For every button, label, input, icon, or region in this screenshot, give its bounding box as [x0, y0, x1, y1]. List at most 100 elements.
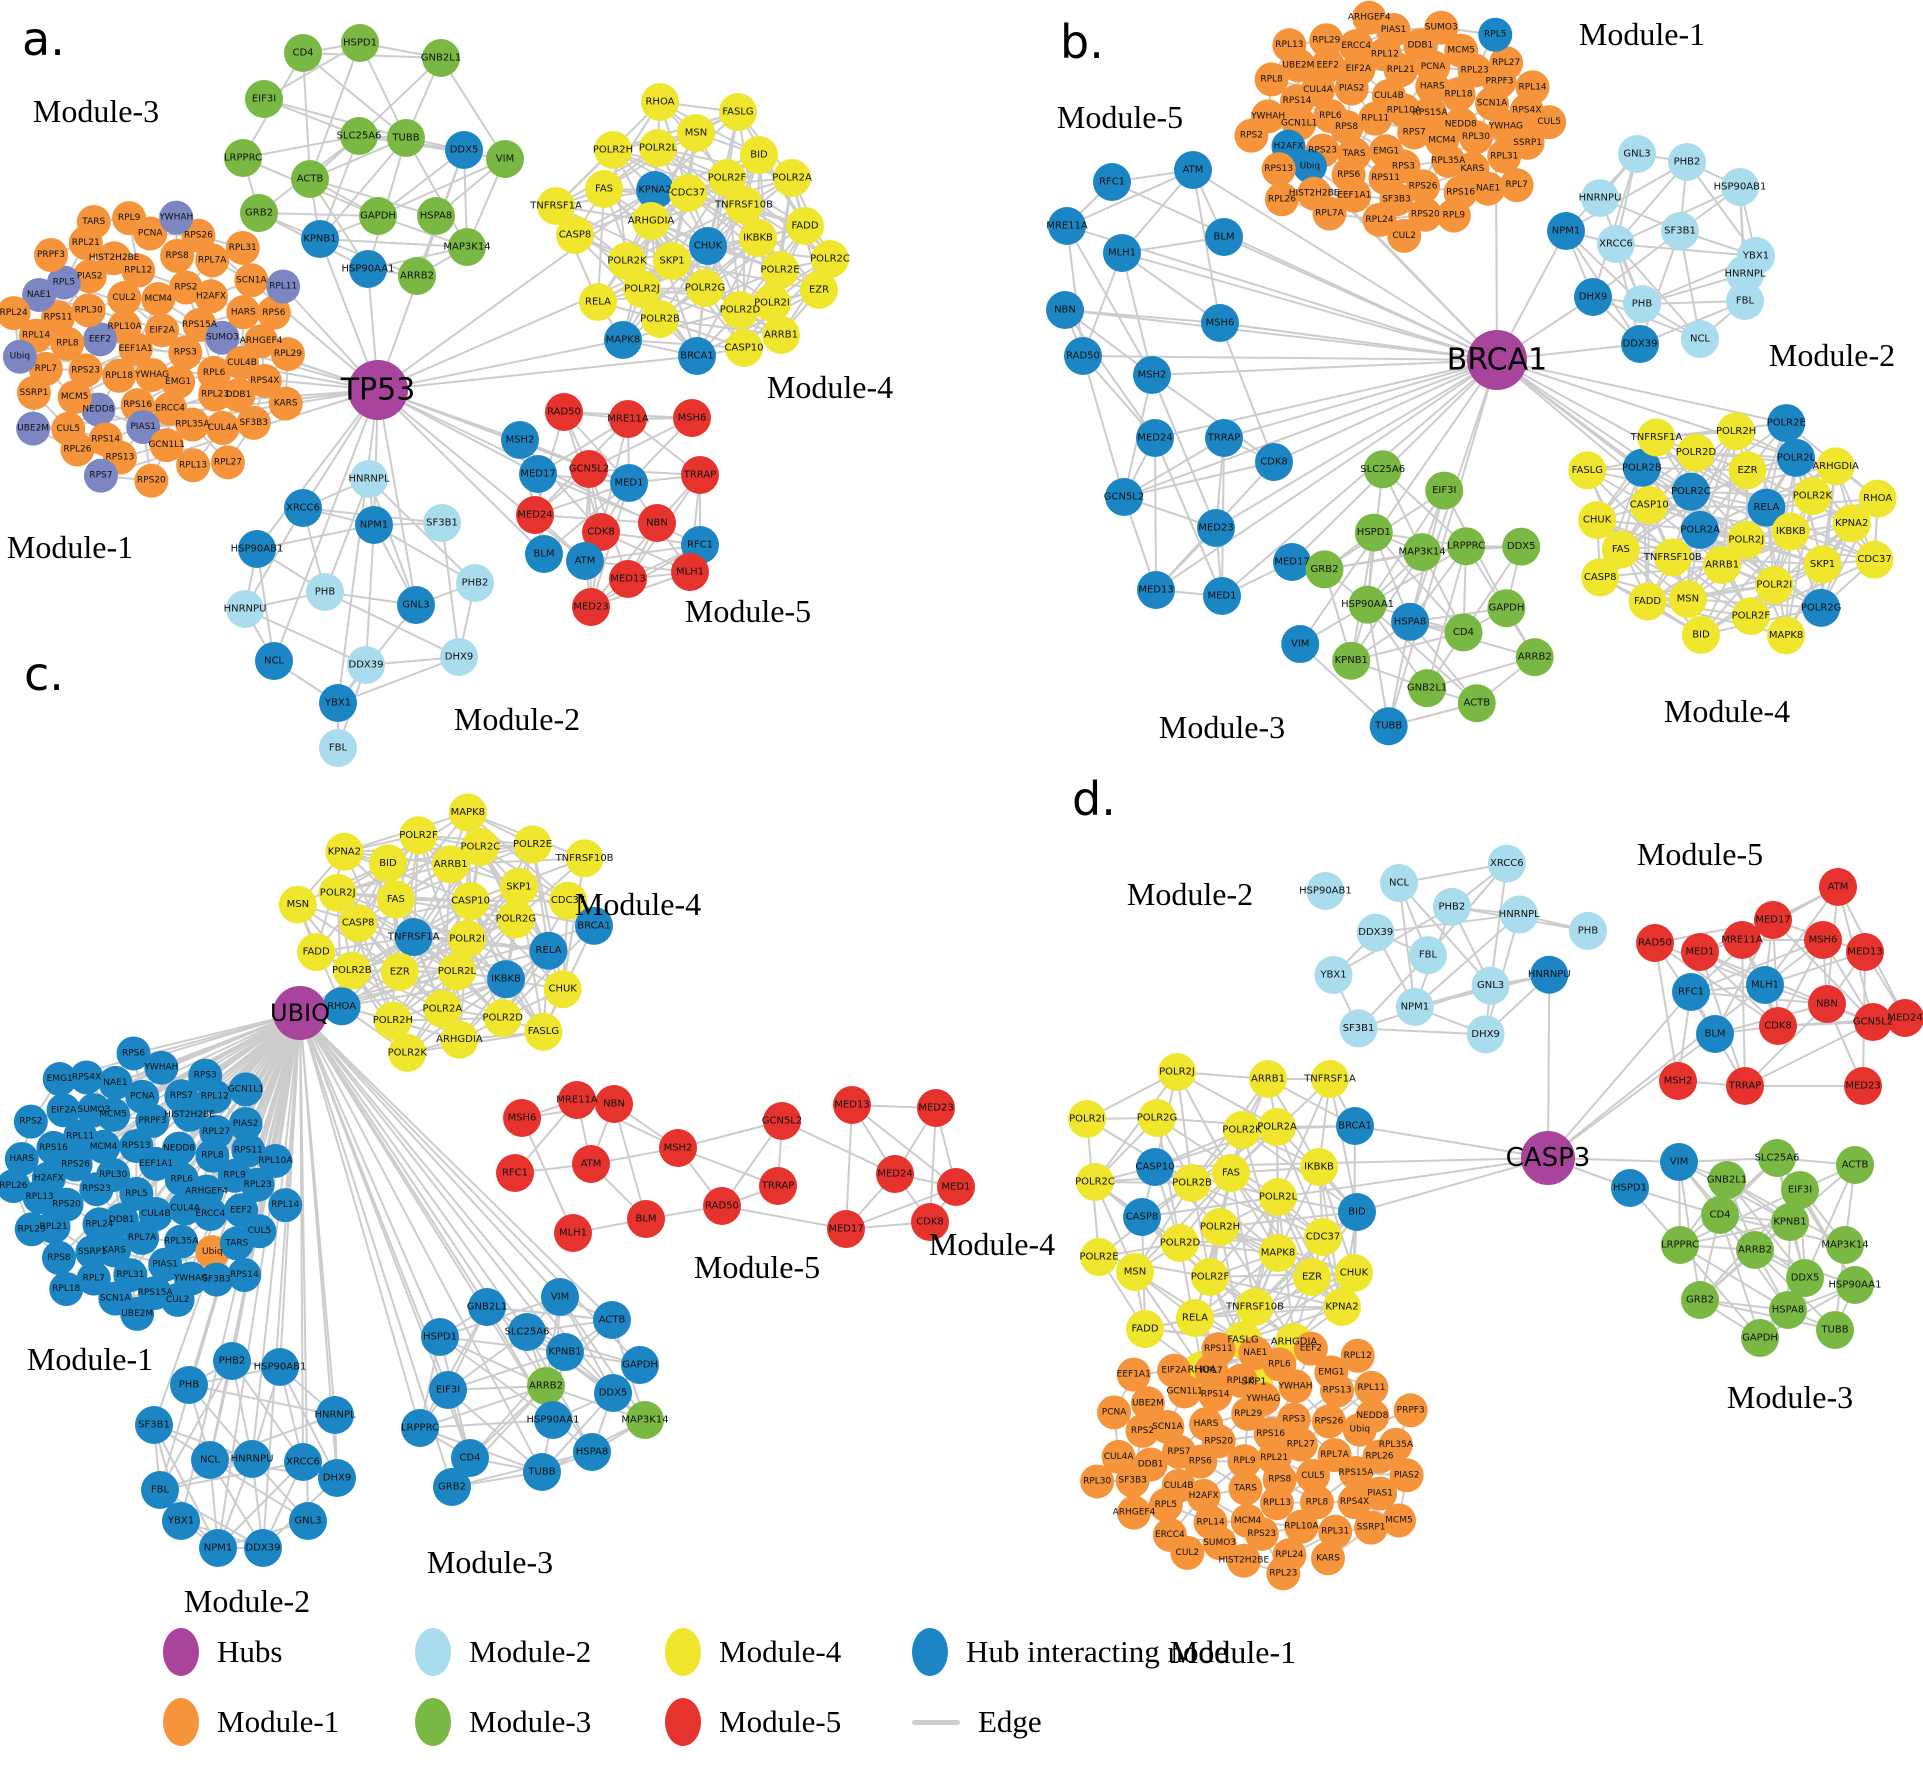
node-CDK8 [911, 1203, 949, 1241]
layer-mlabels: Module-1 Module-3 Module-4 Module-2 Module-5… [7, 12, 1895, 1670]
node-SF3B1 [1339, 1009, 1378, 1048]
node-POLR2L [1259, 1178, 1297, 1216]
node-label: CDK8 [587, 527, 615, 538]
node-MSH6 [673, 399, 711, 437]
node-CUL4B [1371, 78, 1406, 113]
node-POLR2B [332, 951, 371, 990]
node-POLR2E [1767, 404, 1806, 443]
hub-edge [100, 389, 379, 477]
node-POLR2D [1161, 1224, 1199, 1262]
node-TRRAP [1205, 419, 1243, 457]
node-SLC25A6 [1363, 450, 1402, 489]
node-ARRB2 [1515, 638, 1554, 677]
node-RPL13 [176, 448, 211, 483]
node-label: GAPDH [622, 1360, 658, 1371]
edge [1219, 1211, 1358, 1228]
node-label: SKP1 [506, 881, 531, 892]
node-GCN1L1 [149, 428, 184, 463]
node-label: YWHAH [158, 213, 193, 223]
hub-edge [299, 1012, 309, 1522]
node-GNL3 [1471, 966, 1510, 1005]
node-label: POLR2I [1756, 580, 1792, 591]
edge [244, 507, 304, 610]
node-label: SKP1 [1241, 1377, 1266, 1388]
node-label: RPS16 [39, 1143, 68, 1153]
legend-label: Edge [978, 1704, 1042, 1739]
node-MCM5 [1381, 1503, 1416, 1538]
node-MED23 [1844, 1067, 1882, 1105]
edge [1649, 504, 1791, 533]
node-label: RPL9 [1233, 1456, 1256, 1466]
node-TUBB [1816, 1311, 1854, 1349]
node-HNRNPL [1500, 895, 1539, 934]
node-ACTB [593, 1301, 631, 1339]
node-label: EIF2A [51, 1105, 77, 1115]
node-label: MCM4 [145, 294, 173, 304]
node-label: HSP90AA1 [1829, 1280, 1882, 1291]
node-POLR2D [1676, 433, 1715, 472]
node-label: HNRNPU [231, 1454, 274, 1465]
node-label: TNFRSF1A [529, 201, 582, 212]
node-label: RPL27 [1492, 58, 1520, 68]
node-VIM [1281, 625, 1320, 664]
node-RPS7 [164, 1079, 199, 1114]
node-label: NPM1 [1552, 226, 1581, 237]
node-KARS [268, 386, 303, 421]
module5-swatch [665, 1698, 701, 1746]
node-label: RPL7A [1320, 1450, 1349, 1460]
node-label: CUL5 [248, 1226, 272, 1236]
node-label: RPS23 [1247, 1529, 1276, 1539]
node-label: RPS2 [19, 1117, 42, 1127]
node-SUMO3 [76, 1093, 111, 1128]
edge [451, 1451, 593, 1488]
node-GNB2L1 [1708, 1161, 1746, 1199]
node-MAPK8 [1767, 616, 1806, 655]
node-label: MRE11A [556, 1095, 598, 1106]
node-UBE2M [120, 1296, 155, 1331]
node-SUMO3 [205, 320, 240, 355]
node-label: RPL5 [1484, 30, 1506, 40]
node-label: RPS7 [1167, 1447, 1190, 1457]
node-label: EIF3I [1432, 485, 1456, 496]
node-label: MCM4 [1428, 136, 1456, 146]
node-BLM [1205, 218, 1243, 256]
node-label: HNRNPU [1579, 193, 1622, 204]
node-label: MED17 [1274, 557, 1309, 568]
hub-edge [1273, 359, 1498, 463]
node-DDB1 [221, 378, 256, 413]
node-RPL24 [1362, 202, 1397, 237]
legend-label: Module-4 [719, 1634, 842, 1669]
node-PIAS1 [148, 1247, 183, 1282]
node-label: POLR2G [685, 283, 726, 294]
edge [1741, 939, 1746, 1087]
node-TNFRSF10B [1236, 1288, 1274, 1326]
node-SSRP1 [1354, 1510, 1389, 1545]
node-label: YWHAG [173, 1274, 208, 1284]
node-GCN5L2 [1854, 1003, 1892, 1041]
node-RPL8 [1254, 62, 1289, 97]
hub-edge [299, 1012, 566, 1353]
node-HSPA8 [573, 1433, 611, 1471]
edge [319, 137, 407, 240]
node-label: VIM [551, 1292, 569, 1303]
node-label: MSH2 [1664, 1076, 1693, 1087]
edge [521, 1117, 574, 1234]
node-label: NCL [264, 656, 284, 667]
node-label: RPL30 [75, 305, 103, 315]
node-POLR2I [753, 284, 791, 322]
node-label: FAS [1612, 544, 1630, 555]
node-label: DDB1 [1408, 40, 1434, 50]
edge [188, 1384, 336, 1416]
edge [159, 1360, 233, 1491]
node-HSP90AA1 [349, 250, 387, 288]
node-label: MED23 [573, 602, 608, 613]
edge [209, 1459, 309, 1522]
node-NCL [1380, 863, 1419, 902]
node-label: PRPF3 [138, 1116, 166, 1126]
node-label: FADD [1131, 1324, 1158, 1335]
node-RPL26 [0, 1169, 31, 1204]
node-MSH6 [1201, 304, 1239, 342]
hub-edge [1547, 991, 1692, 1159]
node-label: KPNA2 [328, 846, 361, 857]
